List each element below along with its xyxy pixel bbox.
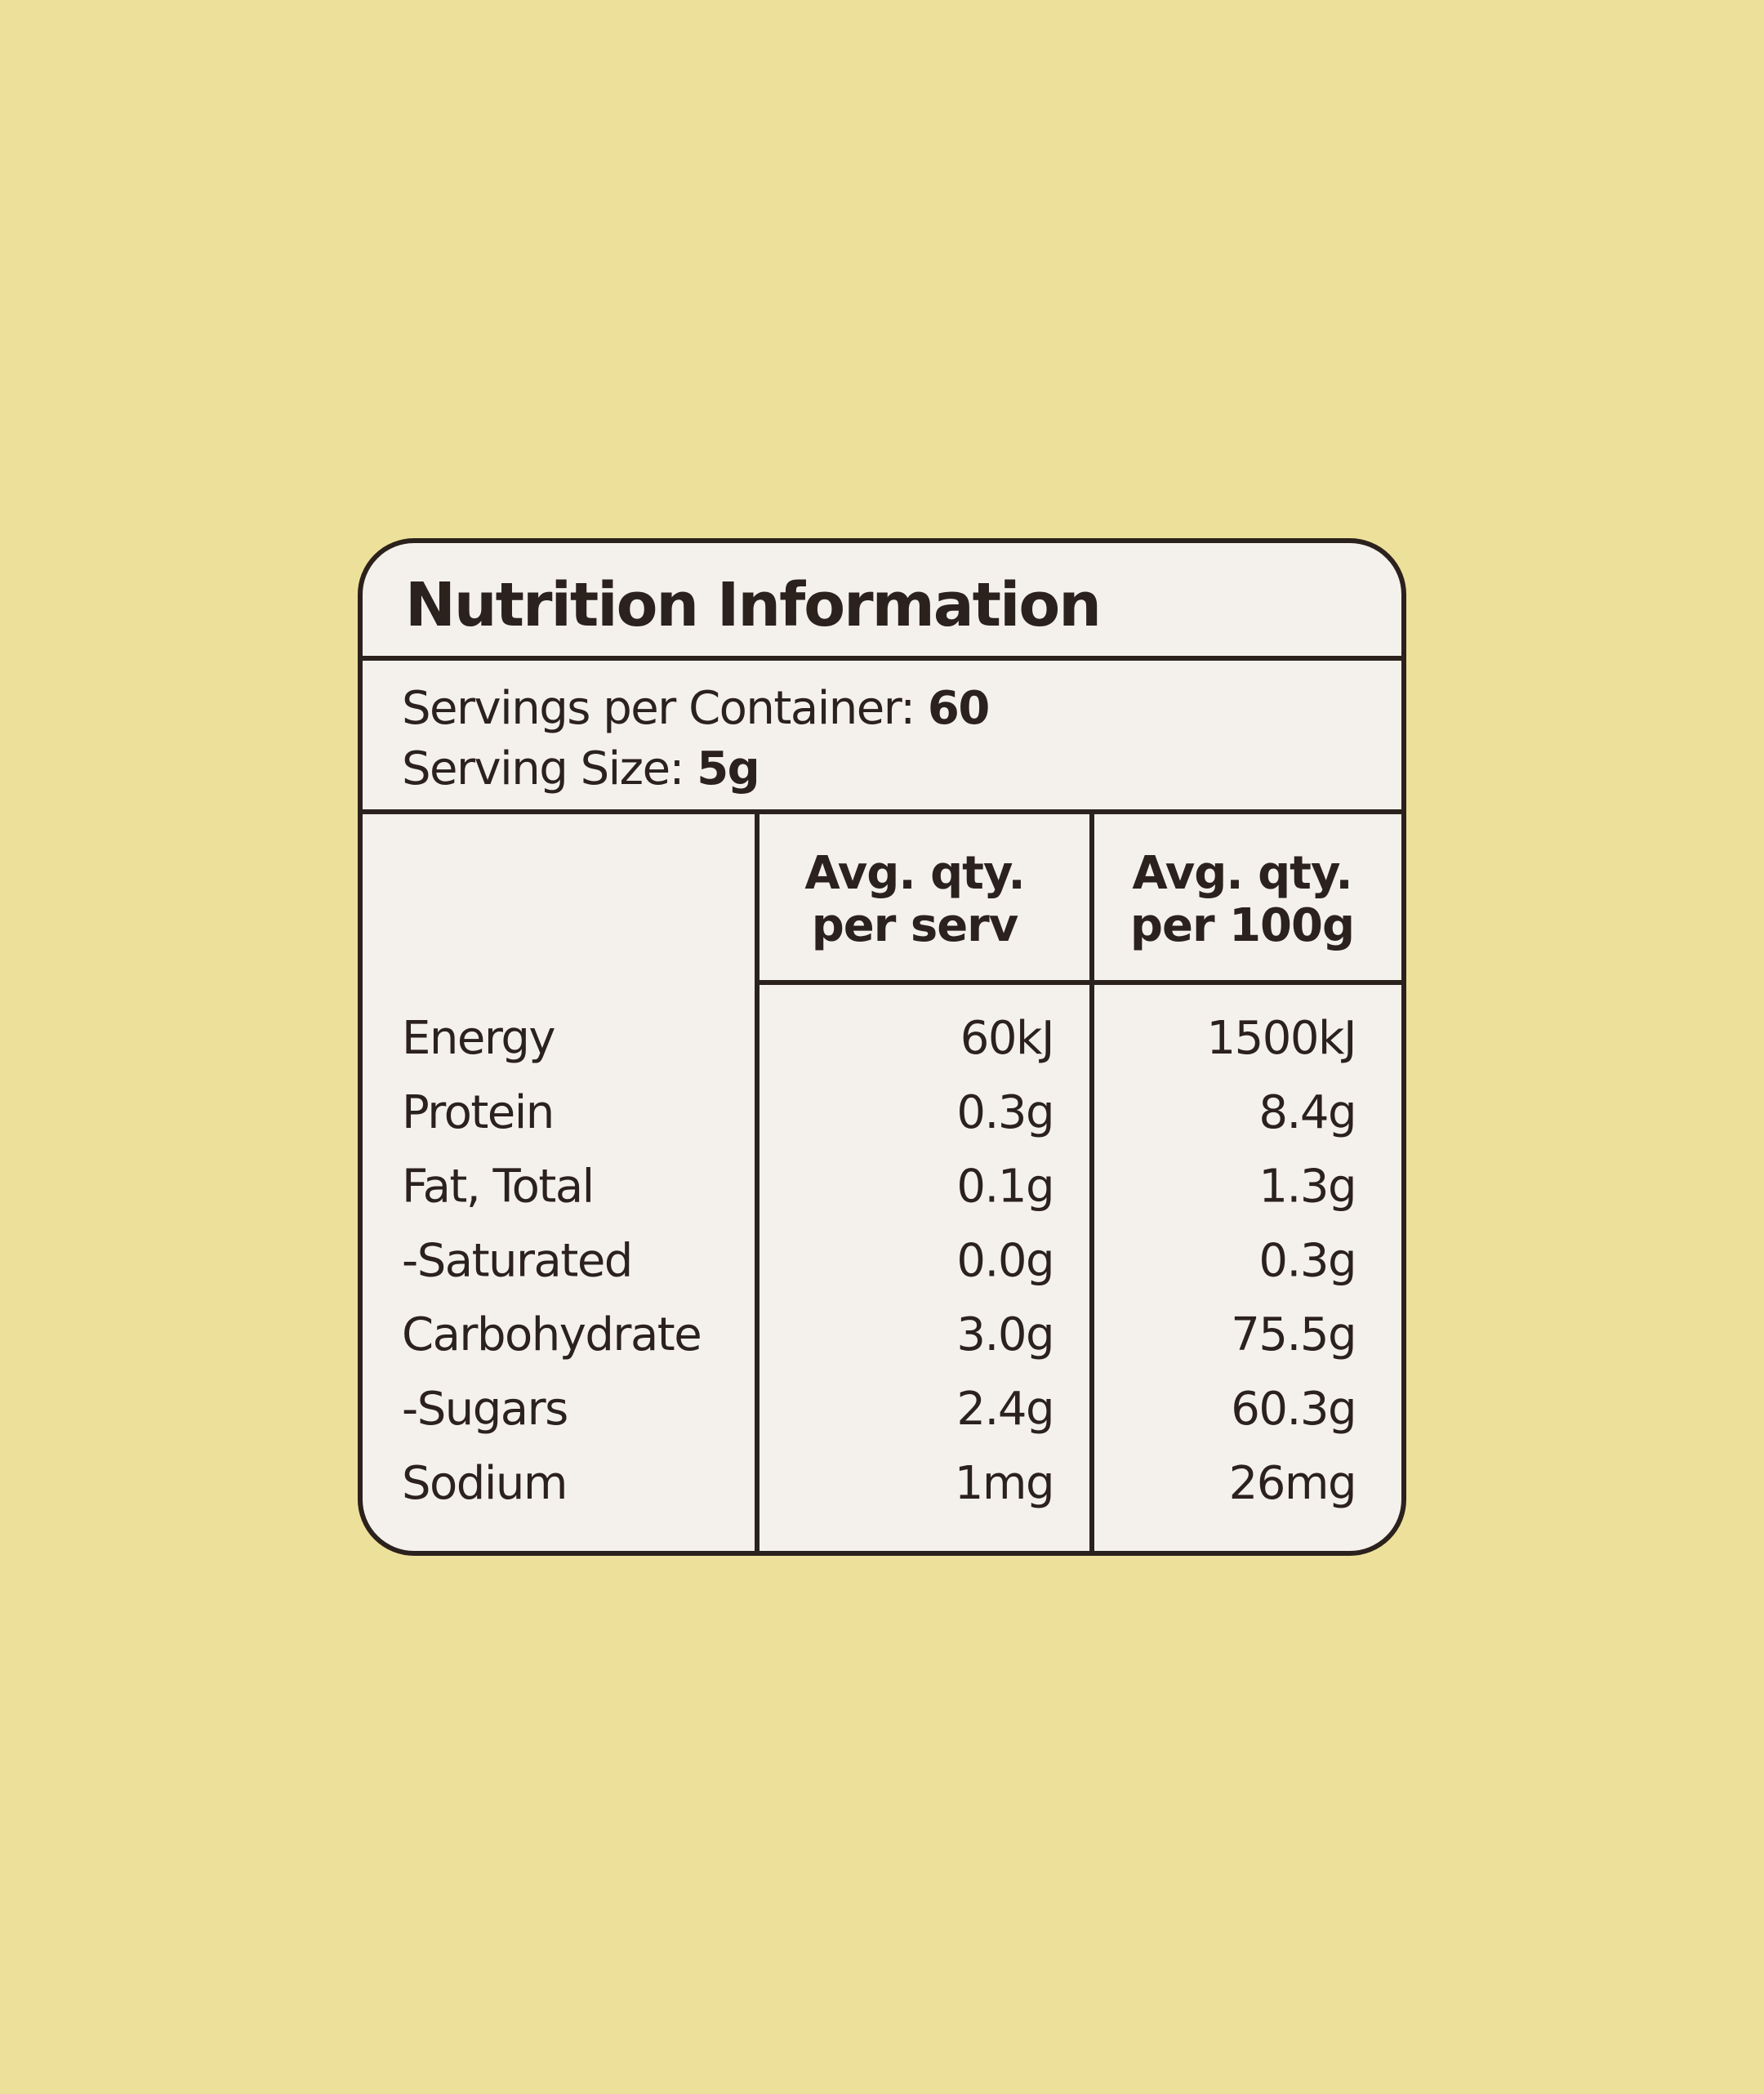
nutrient-value: 1.3g: [1258, 1161, 1356, 1214]
serving-size-label: Serving Size:: [402, 742, 684, 795]
nutrient-value: 0.0g: [956, 1234, 1054, 1287]
serving-size-line: Serving Size: 5g: [402, 742, 759, 795]
nutrient-value: 2.4g: [956, 1383, 1054, 1436]
nutrient-value: 0.3g: [956, 1086, 1054, 1139]
nutrient-name: Carbohydrate: [402, 1308, 701, 1361]
panel: [358, 538, 1406, 1556]
nutrient-name: Sodium: [402, 1457, 567, 1510]
nutrient-value: 8.4g: [1258, 1086, 1356, 1139]
nutrient-value: 3.0g: [956, 1308, 1054, 1361]
column-header: Avg. qty.: [1132, 847, 1352, 900]
serving-size-value: 5g: [697, 742, 759, 795]
nutrient-value: 60kJ: [960, 1012, 1054, 1065]
column-header: per 100g: [1130, 899, 1354, 952]
servings-label: Servings per Container:: [402, 682, 915, 735]
servings-value: 60: [928, 682, 989, 735]
nutrient-value: 1500kJ: [1207, 1012, 1356, 1065]
nutrient-name: -Sugars: [402, 1383, 568, 1436]
nutrient-name: Fat, Total: [402, 1161, 594, 1214]
nutrient-name: -Saturated: [402, 1234, 632, 1287]
nutrient-value: 1mg: [955, 1457, 1054, 1510]
nutrient-value: 75.5g: [1231, 1308, 1356, 1361]
nutrient-value: 0.3g: [1258, 1234, 1356, 1287]
nutrient-name: Energy: [402, 1012, 555, 1065]
nutrient-value: 26mg: [1229, 1457, 1356, 1510]
title: Nutrition Information: [405, 570, 1100, 640]
nutrient-value: 0.1g: [956, 1161, 1054, 1214]
column-header: per serv: [812, 899, 1018, 952]
column-header: Avg. qty.: [804, 847, 1024, 900]
servings-line: Servings per Container: 60: [402, 682, 989, 735]
nutrient-value: 60.3g: [1231, 1383, 1356, 1436]
nutrient-name: Protein: [402, 1086, 554, 1139]
